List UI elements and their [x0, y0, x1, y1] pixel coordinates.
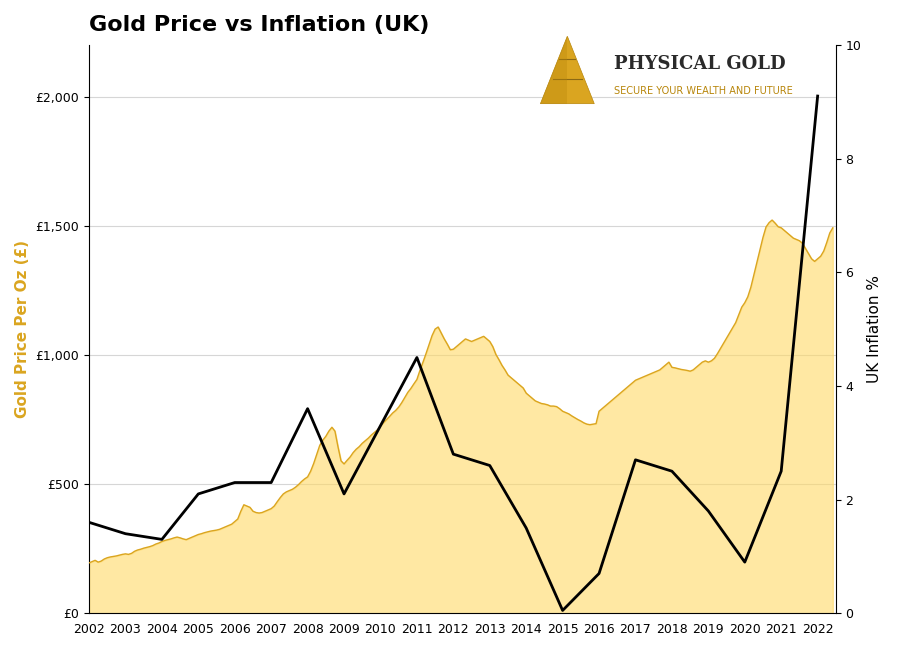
Text: SECURE YOUR WEALTH AND FUTURE: SECURE YOUR WEALTH AND FUTURE [614, 86, 793, 96]
Text: PHYSICAL GOLD: PHYSICAL GOLD [614, 55, 786, 74]
Y-axis label: UK Inflation %: UK Inflation % [867, 275, 882, 383]
Polygon shape [540, 36, 594, 104]
Text: Gold Price vs Inflation (UK): Gold Price vs Inflation (UK) [89, 15, 430, 35]
Y-axis label: Gold Price Per Oz (£): Gold Price Per Oz (£) [15, 240, 30, 418]
Polygon shape [540, 36, 567, 104]
